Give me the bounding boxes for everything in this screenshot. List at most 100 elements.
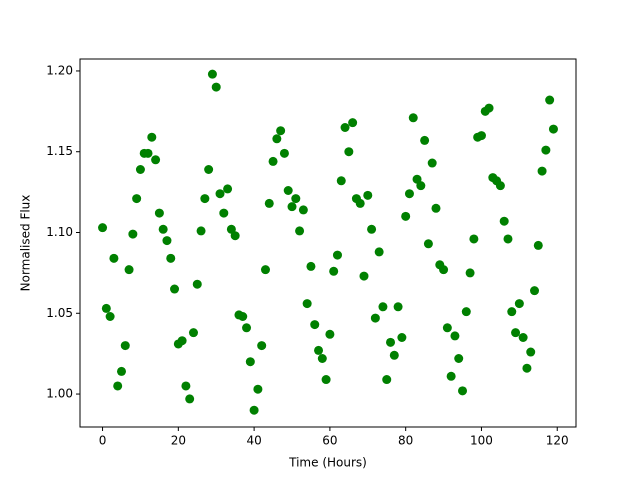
point bbox=[170, 284, 180, 294]
x-axis-label: Time (Hours) bbox=[288, 456, 367, 470]
point bbox=[359, 271, 369, 281]
point bbox=[522, 363, 532, 373]
point bbox=[249, 405, 259, 415]
point bbox=[431, 203, 441, 213]
point bbox=[401, 211, 411, 221]
point bbox=[166, 253, 176, 263]
point bbox=[526, 347, 536, 357]
point bbox=[264, 198, 274, 208]
point bbox=[442, 323, 452, 333]
point bbox=[420, 135, 430, 145]
x-tick-label: 0 bbox=[99, 434, 107, 448]
point bbox=[132, 194, 142, 204]
point bbox=[302, 299, 312, 309]
point bbox=[533, 240, 543, 250]
point bbox=[386, 337, 396, 347]
point bbox=[204, 164, 214, 174]
point bbox=[188, 328, 198, 338]
point bbox=[397, 333, 407, 343]
point bbox=[245, 357, 255, 367]
point bbox=[382, 375, 392, 385]
point bbox=[147, 132, 157, 142]
point bbox=[162, 236, 172, 246]
point bbox=[344, 147, 354, 157]
point bbox=[306, 261, 316, 271]
point bbox=[276, 126, 286, 136]
point bbox=[196, 226, 206, 236]
point bbox=[541, 145, 551, 155]
point bbox=[332, 250, 342, 260]
point bbox=[329, 266, 339, 276]
point bbox=[530, 286, 540, 296]
point bbox=[158, 224, 168, 234]
point bbox=[336, 176, 346, 186]
point bbox=[314, 345, 324, 355]
point bbox=[105, 312, 115, 322]
y-tick-label: 1.05 bbox=[46, 306, 73, 320]
point bbox=[363, 190, 373, 200]
point bbox=[253, 384, 263, 394]
point bbox=[446, 371, 456, 381]
x-tick-label: 120 bbox=[546, 434, 569, 448]
point bbox=[325, 329, 335, 339]
y-tick-label: 1.00 bbox=[46, 387, 73, 401]
point bbox=[98, 223, 108, 233]
point bbox=[423, 239, 433, 249]
point bbox=[465, 268, 475, 278]
point bbox=[408, 113, 418, 123]
point bbox=[120, 341, 130, 351]
point bbox=[177, 336, 187, 346]
point bbox=[257, 341, 267, 351]
point bbox=[109, 253, 119, 263]
point bbox=[378, 302, 388, 312]
x-tick-label: 60 bbox=[322, 434, 337, 448]
point bbox=[537, 166, 547, 176]
point bbox=[242, 323, 252, 333]
point bbox=[283, 185, 293, 195]
point bbox=[374, 247, 384, 257]
point bbox=[548, 124, 558, 134]
point bbox=[215, 189, 225, 199]
point bbox=[181, 381, 191, 391]
point bbox=[484, 103, 494, 113]
point bbox=[321, 375, 331, 385]
point bbox=[230, 231, 240, 241]
point bbox=[113, 381, 123, 391]
x-tick-label: 100 bbox=[470, 434, 493, 448]
point bbox=[101, 303, 111, 313]
point bbox=[476, 131, 486, 141]
y-tick-label: 1.20 bbox=[46, 63, 73, 77]
point bbox=[461, 307, 471, 317]
point bbox=[295, 226, 305, 236]
point bbox=[348, 118, 358, 128]
point bbox=[135, 164, 145, 174]
x-tick-label: 80 bbox=[398, 434, 413, 448]
point bbox=[207, 69, 217, 79]
x-tick-label: 40 bbox=[246, 434, 261, 448]
point bbox=[287, 202, 297, 212]
point bbox=[469, 234, 479, 244]
point bbox=[495, 181, 505, 191]
point bbox=[511, 328, 521, 338]
point bbox=[128, 229, 138, 239]
point bbox=[514, 299, 524, 309]
point bbox=[427, 158, 437, 168]
point bbox=[355, 198, 365, 208]
point bbox=[200, 194, 210, 204]
point bbox=[223, 184, 233, 194]
y-tick-label: 1.10 bbox=[46, 225, 73, 239]
point bbox=[450, 331, 460, 341]
point bbox=[416, 181, 426, 191]
point bbox=[458, 386, 468, 396]
point bbox=[260, 265, 270, 275]
point bbox=[499, 216, 509, 226]
point bbox=[272, 134, 282, 144]
point bbox=[151, 155, 161, 165]
point bbox=[503, 234, 513, 244]
point bbox=[268, 156, 278, 166]
point bbox=[518, 333, 528, 343]
point bbox=[404, 189, 414, 199]
point bbox=[317, 354, 327, 364]
point bbox=[389, 350, 399, 360]
